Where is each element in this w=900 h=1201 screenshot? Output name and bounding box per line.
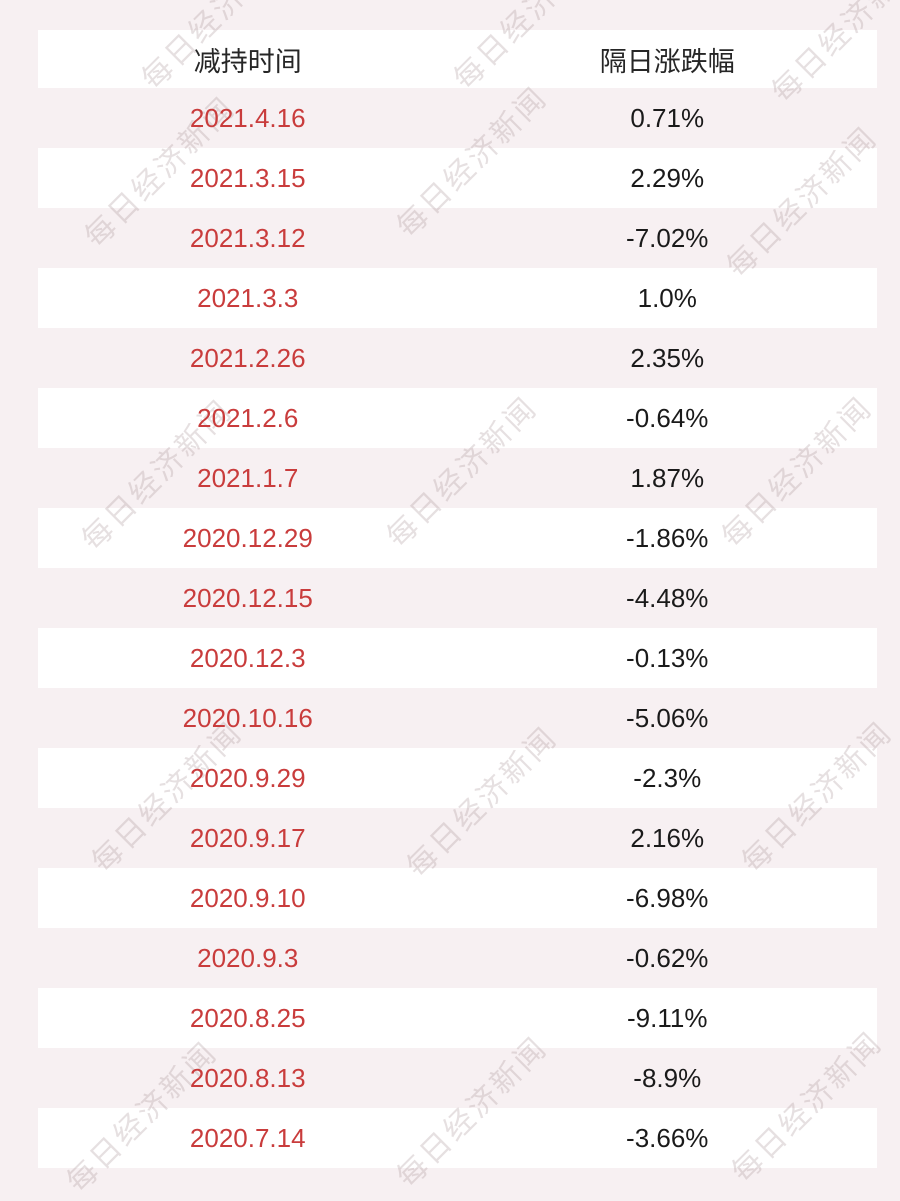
change-cell: -0.13% — [458, 628, 878, 688]
change-value: -4.48% — [626, 582, 709, 613]
date-value: 2020.9.3 — [197, 942, 299, 973]
date-value: 2021.3.15 — [189, 162, 306, 193]
change-value: -0.62% — [626, 942, 709, 973]
table-body: 2021.4.16 0.71% 2021.3.15 2.29% 2021.3.1… — [38, 88, 877, 1168]
change-cell: 2.29% — [458, 148, 878, 208]
change-value: -2.3% — [633, 762, 702, 793]
change-value: -1.86% — [626, 522, 709, 553]
table-row: 2021.3.3 1.0% — [38, 268, 877, 328]
header-cell-reduction-date: 减持时间 — [38, 30, 458, 88]
table-row: 2020.9.10 -6.98% — [38, 868, 877, 928]
change-value: -3.66% — [626, 1122, 709, 1153]
date-value: 2021.4.16 — [189, 102, 306, 133]
date-cell: 2021.4.16 — [38, 88, 458, 148]
date-cell: 2020.7.14 — [38, 1108, 458, 1168]
change-cell: -1.86% — [458, 508, 878, 568]
change-value: -0.64% — [626, 402, 709, 433]
change-value: -7.02% — [626, 222, 709, 253]
table-row: 2020.9.17 2.16% — [38, 808, 877, 868]
table-row: 2020.10.16 -5.06% — [38, 688, 877, 748]
table-row: 2020.12.3 -0.13% — [38, 628, 877, 688]
change-cell: -2.3% — [458, 748, 878, 808]
table-row: 2021.2.26 2.35% — [38, 328, 877, 388]
date-cell: 2020.10.16 — [38, 688, 458, 748]
change-cell: 1.0% — [458, 268, 878, 328]
change-cell: 2.16% — [458, 808, 878, 868]
change-value: -5.06% — [626, 702, 709, 733]
reduction-table: 减持时间 隔日涨跌幅 2021.4.16 0.71% 2021.3.15 2.2… — [38, 30, 877, 1168]
date-value: 2020.8.13 — [189, 1062, 306, 1093]
date-value: 2020.12.3 — [189, 642, 306, 673]
table-header-row: 减持时间 隔日涨跌幅 — [38, 30, 877, 88]
change-cell: -0.64% — [458, 388, 878, 448]
date-value: 2020.9.29 — [189, 762, 306, 793]
change-cell: -3.66% — [458, 1108, 878, 1168]
header-label-nextday-change: 隔日涨跌幅 — [599, 46, 735, 77]
table-row: 2020.8.13 -8.9% — [38, 1048, 877, 1108]
date-value: 2020.7.14 — [189, 1122, 306, 1153]
table-row: 2020.9.3 -0.62% — [38, 928, 877, 988]
change-value: 1.0% — [637, 282, 697, 313]
date-cell: 2020.12.3 — [38, 628, 458, 688]
table-row: 2020.12.15 -4.48% — [38, 568, 877, 628]
date-value: 2020.12.15 — [182, 582, 313, 613]
change-cell: -8.9% — [458, 1048, 878, 1108]
table-row: 2020.9.29 -2.3% — [38, 748, 877, 808]
change-value: 1.87% — [630, 462, 705, 493]
date-value: 2021.2.6 — [197, 402, 299, 433]
change-value: -0.13% — [626, 642, 709, 673]
date-value: 2020.10.16 — [182, 702, 313, 733]
date-value: 2021.2.26 — [189, 342, 306, 373]
date-value: 2020.12.29 — [182, 522, 313, 553]
change-cell: 1.87% — [458, 448, 878, 508]
date-value: 2020.8.25 — [189, 1002, 306, 1033]
date-cell: 2020.9.3 — [38, 928, 458, 988]
date-cell: 2020.8.25 — [38, 988, 458, 1048]
change-cell: 0.71% — [458, 88, 878, 148]
change-cell: -6.98% — [458, 868, 878, 928]
date-cell: 2020.8.13 — [38, 1048, 458, 1108]
change-cell: 2.35% — [458, 328, 878, 388]
change-cell: -7.02% — [458, 208, 878, 268]
change-cell: -4.48% — [458, 568, 878, 628]
change-value: 2.16% — [630, 822, 705, 853]
table-row: 2021.3.12 -7.02% — [38, 208, 877, 268]
table-row: 2020.7.14 -3.66% — [38, 1108, 877, 1168]
change-value: -8.9% — [633, 1062, 702, 1093]
date-cell: 2020.9.17 — [38, 808, 458, 868]
change-value: 2.29% — [630, 162, 705, 193]
date-value: 2020.9.17 — [189, 822, 306, 853]
date-cell: 2021.3.12 — [38, 208, 458, 268]
date-cell: 2021.2.6 — [38, 388, 458, 448]
table-row: 2021.1.7 1.87% — [38, 448, 877, 508]
change-value: -9.11% — [627, 1002, 708, 1033]
table-row: 2020.12.29 -1.86% — [38, 508, 877, 568]
change-cell: -9.11% — [458, 988, 878, 1048]
date-cell: 2021.3.3 — [38, 268, 458, 328]
date-cell: 2020.9.10 — [38, 868, 458, 928]
change-value: -6.98% — [626, 882, 709, 913]
table-row: 2021.2.6 -0.64% — [38, 388, 877, 448]
date-value: 2021.1.7 — [197, 462, 299, 493]
date-cell: 2021.1.7 — [38, 448, 458, 508]
date-value: 2020.9.10 — [189, 882, 306, 913]
header-label-reduction-date: 减持时间 — [193, 46, 302, 77]
change-cell: -0.62% — [458, 928, 878, 988]
date-cell: 2020.12.29 — [38, 508, 458, 568]
header-cell-nextday-change: 隔日涨跌幅 — [458, 30, 878, 88]
table-row: 2021.3.15 2.29% — [38, 148, 877, 208]
date-value: 2021.3.12 — [189, 222, 306, 253]
change-cell: -5.06% — [458, 688, 878, 748]
date-cell: 2020.12.15 — [38, 568, 458, 628]
date-cell: 2020.9.29 — [38, 748, 458, 808]
change-value: 2.35% — [630, 342, 705, 373]
date-value: 2021.3.3 — [197, 282, 299, 313]
table-row: 2020.8.25 -9.11% — [38, 988, 877, 1048]
date-cell: 2021.3.15 — [38, 148, 458, 208]
date-cell: 2021.2.26 — [38, 328, 458, 388]
change-value: 0.71% — [630, 102, 705, 133]
table-row: 2021.4.16 0.71% — [38, 88, 877, 148]
